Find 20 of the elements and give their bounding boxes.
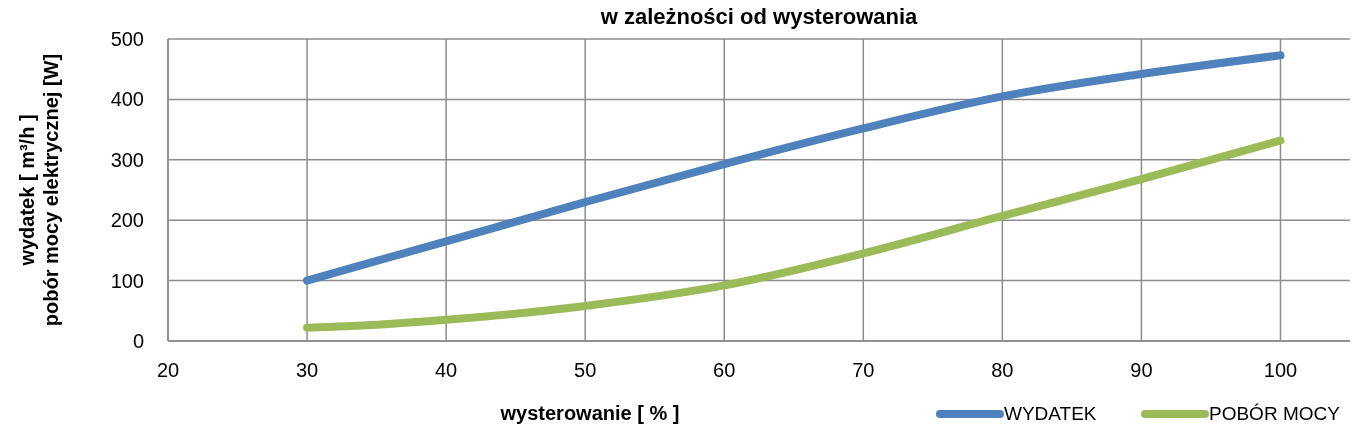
x-tick-label: 70 (852, 359, 875, 381)
y-tick-label: 500 (110, 28, 144, 50)
y-tick-label: 400 (110, 88, 144, 111)
x-axis-title: wysterowanie [ % ] (499, 402, 680, 424)
x-tick-label: 20 (156, 359, 180, 381)
y-tick-label: 100 (110, 269, 144, 292)
x-tick-label: 30 (295, 359, 319, 381)
legend-label: WYDATEK (1004, 403, 1097, 424)
chart-title: w zależności od wysterowania (599, 4, 919, 29)
x-tick-label: 50 (574, 359, 597, 381)
y-tick-label: 300 (110, 148, 144, 171)
y-tick-label: 200 (110, 209, 144, 232)
x-tick-label: 100 (1263, 359, 1298, 381)
y-tick-label: 0 (132, 330, 144, 352)
x-tick-label: 40 (434, 359, 458, 381)
x-tick-label: 80 (991, 359, 1014, 381)
legend-label: POBÓR MOCY (1209, 403, 1341, 424)
x-tick-label: 60 (713, 359, 736, 381)
y-axis-title: wydatek [ m³/h ] pobór mocy elektrycznej [W] (16, 53, 62, 327)
x-tick-label: 90 (1130, 359, 1153, 381)
